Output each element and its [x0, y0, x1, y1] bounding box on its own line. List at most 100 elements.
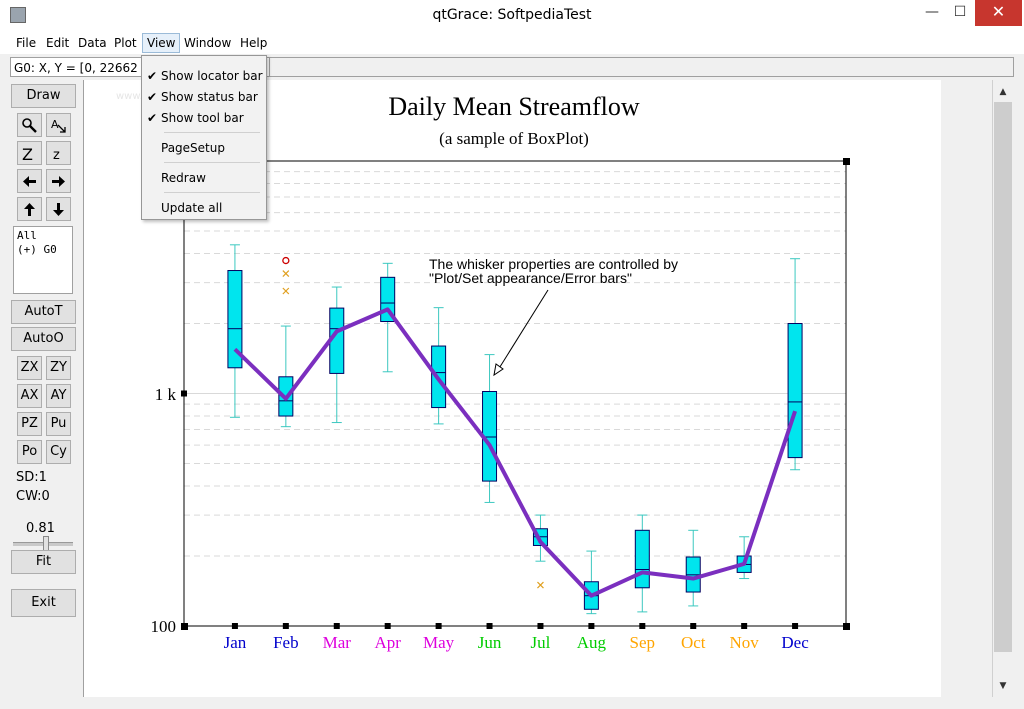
- cy-button[interactable]: Cy: [46, 440, 71, 464]
- x-tick-label-feb: Feb: [273, 633, 299, 652]
- x-tick-label-jan: Jan: [224, 633, 247, 652]
- menu-item-update-all[interactable]: Update all: [161, 201, 223, 215]
- menu-view[interactable]: View: [142, 33, 181, 53]
- fit-button[interactable]: Fit: [11, 550, 76, 574]
- zoom-in-icon: Z: [22, 145, 33, 162]
- maximize-button[interactable]: ☐: [953, 4, 967, 20]
- x-tick-dec: [792, 623, 799, 629]
- menu-plot[interactable]: Plot: [114, 36, 137, 50]
- outlier-x-stroke: [537, 581, 544, 589]
- x-tick-label-may: May: [423, 633, 455, 652]
- scroll-right-button[interactable]: [46, 169, 71, 193]
- menu-item-show-status-bar[interactable]: Show status bar: [161, 90, 258, 104]
- x-tick-jun: [486, 623, 493, 629]
- box-aug: [583, 550, 599, 615]
- ay-button[interactable]: AY: [46, 384, 71, 408]
- set-list[interactable]: All (+) G0: [13, 226, 73, 294]
- frame-corner-handle: [843, 623, 850, 630]
- up-arrow-icon: [24, 203, 35, 216]
- zx-button[interactable]: ZX: [17, 356, 42, 380]
- svg-text:Z: Z: [22, 145, 33, 162]
- autoscale-text-icon: A: [51, 118, 66, 133]
- box-dec: [787, 258, 803, 471]
- minimize-button[interactable]: —: [925, 4, 939, 20]
- menu-item-redraw[interactable]: Redraw: [161, 171, 206, 185]
- outlier-x-stroke: [282, 270, 290, 277]
- y-tick: [181, 390, 187, 397]
- right-arrow-icon: [52, 176, 65, 187]
- menu-help[interactable]: Help: [240, 36, 268, 50]
- x-tick-apr: [384, 623, 391, 629]
- menu-item-show-tool-bar[interactable]: Show tool bar: [161, 111, 244, 125]
- frame-corner-handle: [843, 158, 850, 165]
- zoom-in-button[interactable]: Z: [17, 141, 42, 165]
- set-list-item[interactable]: (+) G0: [17, 243, 57, 256]
- outliers: [282, 256, 544, 589]
- box-body: [227, 270, 243, 369]
- menu-data[interactable]: Data: [78, 36, 107, 50]
- x-tick-sep: [639, 623, 646, 629]
- menu-item-pagesetup[interactable]: PageSetup: [161, 141, 225, 155]
- zoom-out-button[interactable]: z: [46, 141, 71, 165]
- scroll-down-arrow[interactable]: ▼: [999, 681, 1007, 691]
- box-sep: [634, 514, 650, 613]
- box-may: [431, 307, 447, 425]
- check-icon: ✔: [147, 90, 158, 104]
- pu-button[interactable]: Pu: [46, 412, 71, 436]
- zoom-button[interactable]: [17, 113, 42, 137]
- draw-button[interactable]: Draw: [11, 84, 76, 108]
- x-tick-label-dec: Dec: [781, 633, 809, 652]
- x-tick-oct: [690, 623, 697, 629]
- outlier-x-stroke: [282, 287, 290, 295]
- menu-edit[interactable]: Edit: [46, 36, 70, 50]
- window-title: qtGrace: SoftpediaTest: [432, 7, 592, 23]
- down-arrow-icon: [53, 203, 64, 216]
- svg-text:A: A: [51, 118, 59, 131]
- x-tick-nov: [741, 623, 748, 629]
- outlier-x: [282, 287, 290, 295]
- cw-status: CW:0: [16, 489, 50, 504]
- menu-item-show-locator-bar[interactable]: Show locator bar: [161, 69, 263, 83]
- x-tick-label-mar: Mar: [323, 633, 352, 652]
- autoo-button[interactable]: AutoO: [11, 327, 76, 351]
- grid-lines: [184, 160, 846, 557]
- ax-button[interactable]: AX: [17, 384, 42, 408]
- set-list-item[interactable]: All: [17, 229, 37, 242]
- y-tick-label-100: 100: [151, 617, 177, 636]
- annotation-arrow-head: [493, 363, 504, 377]
- box-jan: [227, 244, 243, 418]
- box-oct: [685, 529, 701, 607]
- scroll-down-button[interactable]: [46, 197, 71, 221]
- view-dropdown-menu: ✔ Show locator bar ✔ Show status bar ✔ S…: [141, 55, 267, 220]
- menu-window[interactable]: Window: [184, 36, 232, 50]
- outlier-x: [537, 581, 544, 589]
- zy-button[interactable]: ZY: [46, 356, 71, 380]
- check-icon: ✔: [147, 111, 158, 125]
- x-tick-label-jun: Jun: [478, 633, 502, 652]
- box-feb: [278, 325, 294, 428]
- annotation-arrow-line: [497, 289, 549, 371]
- annotation-line-1: The whisker properties are controlled by: [429, 256, 678, 272]
- autoscale-text-button[interactable]: A: [46, 113, 71, 137]
- canvas-margin: [941, 80, 992, 698]
- scroll-up-arrow[interactable]: ▲: [999, 87, 1007, 97]
- title-bar: qtGrace: SoftpediaTest — ☐ ✕: [0, 0, 1024, 32]
- po-button[interactable]: Po: [17, 440, 42, 464]
- chart-subtitle: (a sample of BoxPlot): [439, 129, 589, 148]
- scrollbar-thumb[interactable]: [994, 102, 1012, 652]
- box-body: [787, 323, 803, 459]
- menu-file[interactable]: File: [16, 36, 37, 50]
- scroll-left-button[interactable]: [17, 169, 42, 193]
- x-tick-jan: [231, 623, 238, 629]
- y-tick-label-1k: 1 k: [155, 385, 177, 404]
- box-body: [634, 529, 650, 589]
- autot-button[interactable]: AutoT: [11, 300, 76, 324]
- menu-separator: [164, 192, 260, 193]
- exit-button[interactable]: Exit: [11, 589, 76, 617]
- close-button[interactable]: ✕: [975, 0, 1022, 26]
- chart-title: Daily Mean Streamflow: [388, 92, 639, 121]
- pz-button[interactable]: PZ: [17, 412, 42, 436]
- x-tick-label-aug: Aug: [577, 633, 607, 652]
- scroll-up-button[interactable]: [17, 197, 42, 221]
